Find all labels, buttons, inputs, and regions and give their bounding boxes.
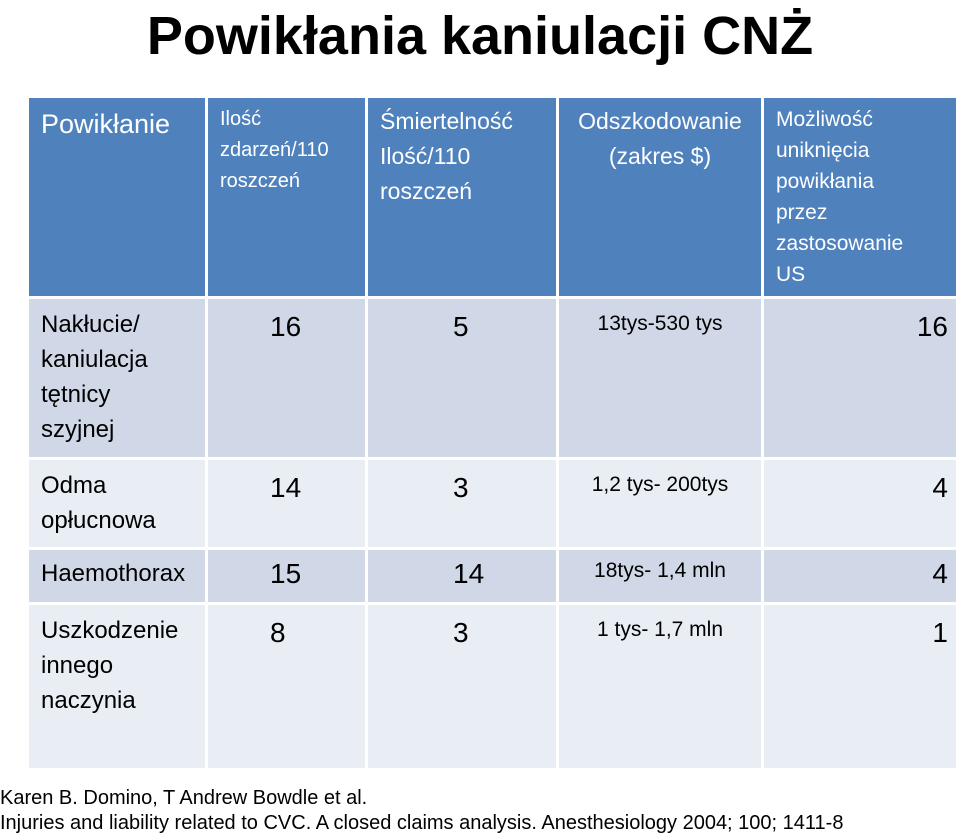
- header-line: przez: [776, 201, 828, 224]
- header-line: roszczeń: [380, 178, 473, 204]
- header-line: Ilość/110: [380, 143, 471, 169]
- events-cell: 15: [208, 550, 365, 602]
- header-line: uniknięcia: [776, 139, 870, 162]
- row-label-line: Uszkodzenie: [41, 617, 179, 644]
- header-line: Możliwość: [776, 108, 873, 131]
- table-row: Haemothorax 15 14 18tys- 1,4 mln 4: [29, 550, 956, 602]
- header-line: Odszkodowanie: [578, 108, 742, 134]
- avoidable-cell: 16: [764, 299, 956, 457]
- avoidable-cell: 4: [764, 550, 956, 602]
- row-label: Haemothorax: [29, 550, 205, 602]
- compensation-cell: 1 tys- 1,7 mln: [559, 605, 761, 768]
- complications-table: Powikłanie Ilość zdarzeń/110 roszczeń Śm…: [26, 95, 959, 771]
- page-title: Powikłania kaniulacji CNŻ: [146, 6, 814, 66]
- header-events: Ilość zdarzeń/110 roszczeń: [208, 98, 365, 296]
- header-line: roszczeń: [220, 170, 301, 192]
- table-row: Uszkodzenie innego naczynia 8 3 1 tys- 1…: [29, 605, 956, 768]
- events-cell: 14: [208, 460, 365, 547]
- row-label-line: szyjnej: [41, 416, 115, 443]
- citation-reference: Injuries and liability related to CVC. A…: [0, 812, 844, 834]
- row-label-line: naczynia: [41, 687, 136, 714]
- row-label: Nakłucie/ kaniulacja tętnicy szyjnej: [29, 299, 205, 457]
- table-header-row: Powikłanie Ilość zdarzeń/110 roszczeń Śm…: [29, 98, 956, 296]
- row-label-line: kaniulacja: [41, 346, 148, 373]
- table-row: Nakłucie/ kaniulacja tętnicy szyjnej 16 …: [29, 299, 956, 457]
- compensation-cell: 18tys- 1,4 mln: [559, 550, 761, 602]
- header-line: US: [776, 263, 806, 286]
- row-label-line: Haemothorax: [41, 560, 186, 587]
- header-line: Powikłanie: [41, 109, 171, 139]
- compensation-cell: 13tys-530 tys: [559, 299, 761, 457]
- mortality-cell: 14: [368, 550, 556, 602]
- row-label-line: opłucnowa: [41, 507, 156, 534]
- header-complication: Powikłanie: [29, 98, 205, 296]
- header-line: zastosowanie: [776, 232, 904, 255]
- mortality-cell: 3: [368, 605, 556, 768]
- row-label-line: tętnicy: [41, 381, 111, 408]
- header-avoidable-us: Możliwość uniknięcia powikłania przez za…: [764, 98, 956, 296]
- mortality-cell: 5: [368, 299, 556, 457]
- header-line: powikłania: [776, 170, 875, 193]
- header-mortality: Śmiertelność Ilość/110 roszczeń: [368, 98, 556, 296]
- citation-authors: Karen B. Domino, T Andrew Bowdle et al.: [0, 787, 368, 809]
- header-line: Śmiertelność: [380, 108, 513, 134]
- row-label-line: Nakłucie/: [41, 311, 140, 338]
- events-cell: 16: [208, 299, 365, 457]
- table-row: Odma opłucnowa 14 3 1,2 tys- 200tys 4: [29, 460, 956, 547]
- row-label-line: Odma: [41, 472, 107, 499]
- header-line: Ilość: [220, 108, 262, 130]
- header-compensation: Odszkodowanie (zakres $): [559, 98, 761, 296]
- avoidable-cell: 1: [764, 605, 956, 768]
- compensation-cell: 1,2 tys- 200tys: [559, 460, 761, 547]
- row-label: Uszkodzenie innego naczynia: [29, 605, 205, 768]
- avoidable-cell: 4: [764, 460, 956, 547]
- row-label: Odma opłucnowa: [29, 460, 205, 547]
- header-line: (zakres $): [608, 143, 712, 169]
- header-line: zdarzeń/110: [220, 139, 329, 161]
- events-cell: 8: [208, 605, 365, 768]
- mortality-cell: 3: [368, 460, 556, 547]
- row-label-line: innego: [41, 652, 114, 679]
